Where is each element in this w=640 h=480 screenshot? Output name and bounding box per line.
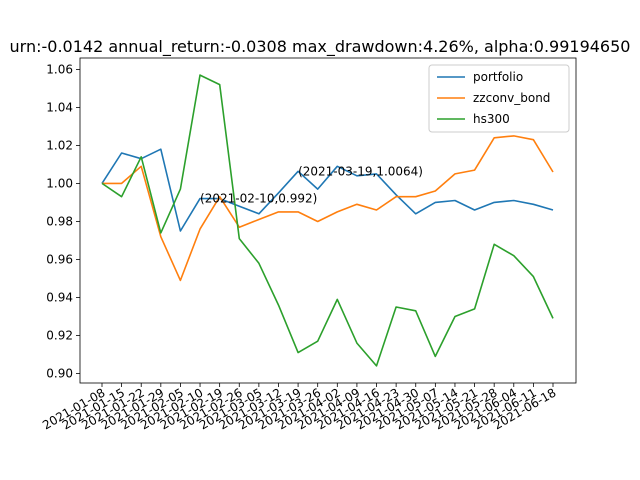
legend-box xyxy=(428,64,570,133)
legend-label: hs300 xyxy=(473,112,510,126)
y-tick-label: 1.04 xyxy=(46,100,73,114)
annotations: (2021-02-10,0.992) (2021-03-19,1.0064) xyxy=(200,164,423,205)
series-line-hs300 xyxy=(101,74,554,367)
y-tick-label: 1.06 xyxy=(46,62,73,76)
series-line-portfolio xyxy=(101,148,554,232)
legend-label: zzconv_bond xyxy=(473,91,550,105)
y-tick-label: 0.90 xyxy=(46,366,73,380)
chart-title: urn:-0.0142 annual_return:-0.0308 max_dr… xyxy=(10,37,631,57)
legend: portfolio zzconv_bond hs300 xyxy=(428,64,570,133)
y-tick-label: 0.98 xyxy=(46,214,73,228)
legend-label: portfolio xyxy=(473,70,523,84)
point-annotation: (2021-03-19,1.0064) xyxy=(298,164,423,178)
y-tick-label: 1.02 xyxy=(46,138,73,152)
y-tick-label: 0.94 xyxy=(46,290,73,304)
plot-area xyxy=(101,74,554,367)
series-line-zzconv-bond xyxy=(102,135,554,282)
y-tick-label: 0.92 xyxy=(46,328,73,342)
y-tick-label: 1.00 xyxy=(46,176,73,190)
plot-frame xyxy=(79,57,577,384)
y-tick-label: 0.96 xyxy=(46,252,73,266)
point-annotation: (2021-02-10,0.992) xyxy=(200,192,317,206)
